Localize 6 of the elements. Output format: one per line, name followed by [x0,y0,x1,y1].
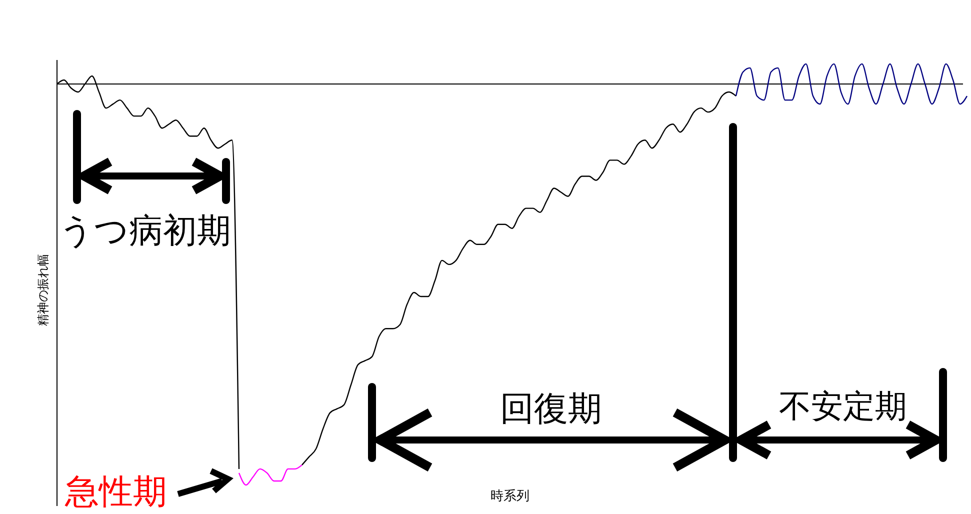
annotation: 回復期 [500,389,602,429]
annotation: 急性期 [64,472,167,512]
y-axis-title: 精神の振れ幅 [36,254,50,326]
annotation: 不安定期 [779,387,907,425]
x-axis-title: 時系列 [490,489,530,504]
annotation: うつ病初期 [59,211,231,251]
